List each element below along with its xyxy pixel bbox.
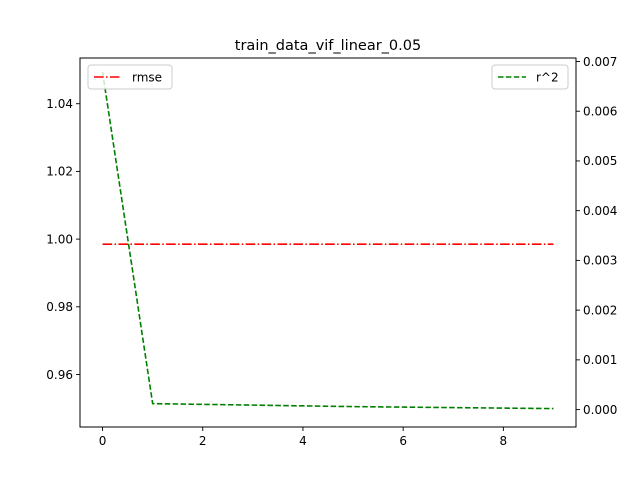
left-y-tick-label: 0.96 — [46, 368, 73, 382]
legend-label: rmse — [132, 71, 162, 85]
x-tick-label: 8 — [500, 434, 508, 448]
x-tick-label: 2 — [199, 434, 207, 448]
left-y-tick-label: 1.02 — [46, 165, 73, 179]
right-y-tick-label: 0.003 — [583, 254, 617, 268]
axes-frame — [79, 57, 577, 428]
right-y-tick-label: 0.000 — [583, 403, 617, 417]
legend-label: r^2 — [536, 71, 559, 85]
legend-box — [87, 64, 173, 90]
right-y-tick-label: 0.006 — [583, 105, 617, 119]
right-y-tick-label: 0.001 — [583, 353, 617, 367]
left-y-tick-label: 0.98 — [46, 300, 73, 314]
right-y-tick-label: 0.007 — [583, 55, 617, 69]
left-y-tick-label: 1.00 — [46, 232, 73, 246]
right-y-tick-label: 0.005 — [583, 154, 617, 168]
x-tick-label: 4 — [299, 434, 307, 448]
x-tick-label: 0 — [99, 434, 107, 448]
chart-title: train_data_vif_linear_0.05 — [235, 38, 421, 54]
right-y-tick-label: 0.002 — [583, 303, 617, 317]
x-tick-label: 6 — [399, 434, 407, 448]
right-y-tick-label: 0.004 — [583, 204, 617, 218]
legend-layer: rmse r^2 — [87, 64, 569, 90]
series-layer — [101, 71, 554, 410]
legend-box — [491, 64, 569, 90]
legend-r2: r^2 — [491, 64, 569, 90]
series-line-r2 — [101, 71, 554, 410]
axes-layer: 0 2 4 6 8 0.96 0.98 1.00 1.02 1.04 0.000 0.001 0.002… — [46, 55, 617, 448]
legend-rmse: rmse — [87, 64, 173, 90]
left-y-tick-label: 1.04 — [46, 97, 73, 111]
